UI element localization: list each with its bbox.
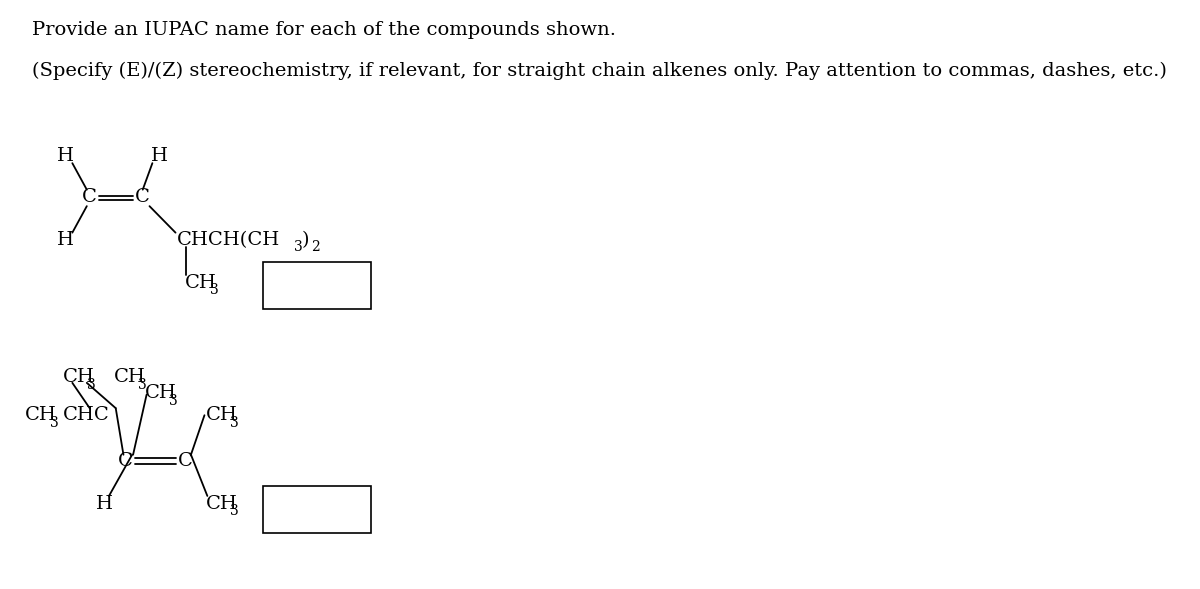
Text: C: C	[118, 452, 133, 469]
Text: CHC: CHC	[62, 406, 109, 424]
Text: ): )	[302, 231, 310, 249]
Text: Provide an IUPAC name for each of the compounds shown.: Provide an IUPAC name for each of the co…	[32, 21, 616, 39]
Text: C: C	[178, 452, 193, 469]
Text: CH: CH	[114, 368, 145, 386]
Text: 3: 3	[50, 416, 59, 430]
Text: H: H	[151, 147, 168, 165]
Text: CH: CH	[205, 406, 238, 424]
Text: CH: CH	[25, 406, 56, 424]
Text: 3: 3	[138, 378, 146, 392]
Bar	[263, 486, 371, 533]
Text: CH: CH	[205, 495, 238, 512]
Bar	[263, 262, 371, 309]
Text: CH: CH	[145, 385, 176, 402]
Text: C: C	[136, 188, 150, 206]
Text: 3: 3	[229, 504, 239, 518]
Text: 3: 3	[229, 416, 239, 430]
Text: CH: CH	[62, 368, 95, 386]
Text: (Specify (E)/(Z) stereochemistry, if relevant, for straight chain alkenes only. : (Specify (E)/(Z) stereochemistry, if rel…	[32, 62, 1166, 80]
Text: H: H	[58, 231, 74, 249]
Text: 3: 3	[210, 283, 218, 297]
Text: CH: CH	[185, 274, 217, 292]
Text: H: H	[96, 495, 113, 512]
Text: CHCH(CH: CHCH(CH	[176, 231, 280, 249]
Text: 2: 2	[312, 240, 320, 254]
Text: H: H	[58, 147, 74, 165]
Text: 3: 3	[169, 394, 178, 408]
Text: C: C	[83, 188, 97, 206]
Text: 3: 3	[86, 378, 96, 392]
Text: 3: 3	[294, 240, 302, 254]
